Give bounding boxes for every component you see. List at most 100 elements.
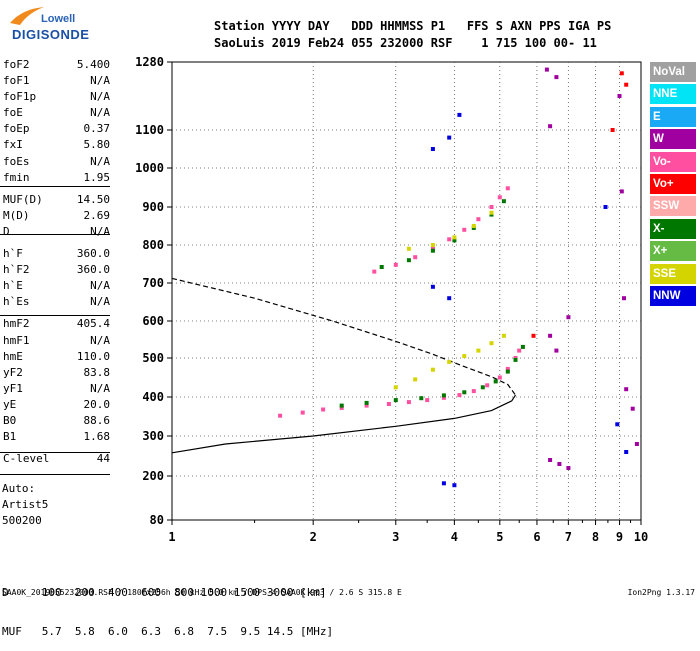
param-row: hmE 110.0 (2, 350, 110, 366)
echo-point (447, 135, 452, 140)
profile-curve (171, 277, 516, 396)
echo-point (566, 466, 571, 470)
echo-point (476, 217, 481, 222)
legend-item: X- (650, 218, 696, 239)
echo-point (462, 354, 467, 359)
ionogram-chart: 1 2 3 4 5 6 7 8 9 10 80 200 300 400 500 600 700 800 900 100… (135, 55, 648, 544)
legend-item: SSW (650, 196, 696, 217)
param-value: N/A (90, 381, 110, 395)
param-name: hmE (3, 349, 23, 363)
param-name: foF2 (3, 58, 30, 71)
echo-point (393, 398, 398, 403)
echo-point (339, 403, 344, 408)
echo-point (441, 393, 446, 398)
echo-point (462, 227, 467, 232)
param-value: 5.80 (83, 138, 111, 152)
param-name: M(D) (3, 208, 30, 222)
param-separator (0, 474, 110, 475)
echo-point (457, 393, 462, 398)
y-tick-label: 600 (142, 314, 164, 328)
param-row: yF1 N/A (2, 382, 110, 398)
echo-point (364, 400, 369, 405)
echo-point (441, 481, 446, 486)
echo-point (419, 396, 424, 401)
x-tick-label: 6 (533, 530, 540, 544)
echo-point (300, 410, 305, 415)
param-value: 1.95 (83, 170, 111, 184)
echo-point (554, 348, 559, 353)
echo-point (379, 265, 384, 269)
echo-point (485, 383, 490, 388)
echo-point (501, 199, 506, 204)
echo-point (505, 369, 510, 374)
legend-item: X+ (650, 241, 696, 262)
param-name: hmF1 (3, 333, 30, 347)
param-name: foEs (3, 154, 30, 168)
echo-point (501, 333, 506, 338)
echo-point (386, 402, 391, 406)
x-tick-label: 1 (168, 530, 175, 544)
echo-point (617, 94, 622, 98)
echo-point (513, 357, 518, 362)
param-name: foF1 (3, 74, 30, 88)
echo-point (615, 422, 620, 427)
echo-point (425, 398, 430, 403)
param-row: hmF2 405.4 (2, 317, 110, 333)
param-value: N/A (90, 279, 110, 293)
legend-item: W (650, 129, 696, 150)
param-name: foEp (3, 122, 30, 136)
echo-point (393, 385, 398, 390)
y-tick-label: 900 (142, 200, 164, 214)
y-tick-label: 500 (142, 351, 164, 365)
echo-point (517, 348, 522, 353)
param-row: h`Es N/A (2, 295, 110, 311)
echo-point (610, 128, 615, 132)
param-value: N/A (90, 106, 110, 120)
param-name: fmin (3, 170, 30, 184)
param-row: fmin 1.95 (2, 171, 110, 187)
echo-point (548, 333, 553, 338)
x-tick-label: 5 (496, 530, 503, 544)
echo-point (548, 124, 553, 129)
param-name: h`F2 (3, 263, 30, 277)
y-tick-label: 400 (142, 390, 164, 404)
echo-point (457, 112, 462, 117)
param-row: foEs N/A (2, 155, 110, 171)
echo-point (476, 348, 481, 353)
param-value: N/A (90, 333, 110, 347)
param-name: D (3, 224, 10, 238)
logo-line1: Lowell (41, 13, 76, 25)
param-value: 1.68 (83, 430, 111, 444)
param-name: C-level (3, 452, 50, 466)
param-name: foE (3, 106, 23, 120)
param-value: N/A (90, 154, 110, 168)
echo-point (441, 395, 446, 400)
param-row: h`F2 360.0 (2, 263, 110, 279)
param-row: foF1p N/A (2, 90, 110, 106)
param-value: 20.0 (83, 397, 111, 411)
param-value: 44 (96, 452, 110, 466)
echo-point (489, 341, 494, 346)
echo-point (413, 255, 418, 260)
echo-point (497, 375, 502, 380)
param-name: foF1p (3, 90, 37, 104)
echo-point (619, 189, 624, 194)
legend-item: E (650, 106, 696, 127)
echo-point (447, 296, 452, 301)
plot-frame (171, 61, 642, 521)
echo-point (452, 238, 457, 243)
param-row: yF2 83.8 (2, 366, 110, 382)
digisonde-logo: Lowell DIGISONDE (8, 5, 158, 45)
param-row: M(D) 2.69 (2, 209, 110, 225)
echo-point (413, 377, 418, 382)
header-line1: Station YYYY DAY DDD HHMMSS P1 FFS S AXN… (214, 19, 612, 33)
echo-point (520, 344, 525, 349)
echo-point (452, 483, 457, 488)
param-name: fxI (3, 138, 23, 152)
echo-point (619, 71, 624, 76)
echo-point (531, 333, 536, 338)
param-name: B1 (3, 430, 17, 444)
y-tick-label: 1280 (135, 55, 164, 69)
param-value: 88.6 (83, 413, 111, 427)
param-value: 110.0 (76, 349, 110, 363)
